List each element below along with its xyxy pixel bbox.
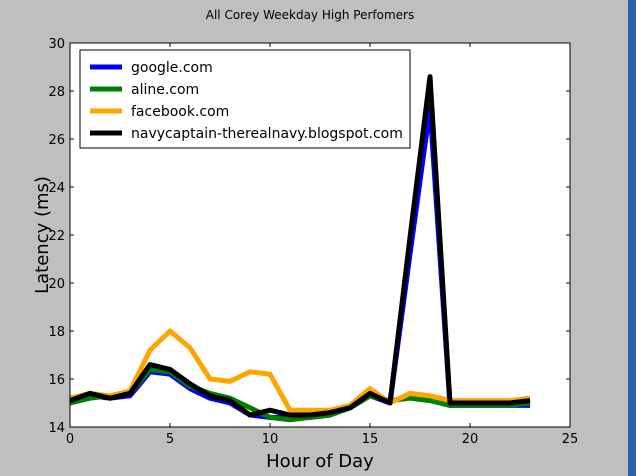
x-tick-label: 10: [262, 432, 279, 447]
window-edge-strip: [628, 0, 636, 476]
y-tick-label: 22: [48, 229, 65, 244]
y-tick-label: 24: [48, 181, 65, 196]
y-tick-label: 28: [48, 85, 65, 100]
legend-label: navycaptain-therealnavy.blogspot.com: [131, 126, 403, 142]
legend-label: facebook.com: [131, 104, 229, 120]
x-tick-label: 15: [362, 432, 379, 447]
legend-label: aline.com: [131, 82, 199, 98]
series-line-navycaptain-therealnavy-blogspot-com: [69, 74, 531, 418]
x-axis-label: Hour of Day: [266, 451, 374, 472]
y-tick-label: 30: [48, 37, 65, 52]
legend: google.com aline.com facebook.com navycapta…: [79, 49, 411, 149]
ticks-layer: 0 5 10 15 20 25 14 16 18 20 22 24 26 28 30: [48, 37, 578, 447]
series-layer: [69, 74, 531, 423]
legend-label: google.com: [131, 60, 213, 76]
x-tick-label: 5: [166, 432, 174, 447]
y-tick-label: 26: [48, 133, 65, 148]
x-tick-label: 0: [66, 432, 74, 447]
chart-title: All Corey Weekday High Perfomers: [206, 8, 415, 22]
y-tick-label: 20: [48, 277, 65, 292]
y-tick-label: 14: [48, 421, 65, 436]
y-tick-label: 18: [48, 325, 65, 340]
x-tick-label: 25: [562, 432, 579, 447]
legend-box: [79, 49, 411, 149]
y-axis-label: Latency (ms): [32, 176, 53, 294]
y-tick-label: 16: [48, 373, 65, 388]
x-tick-label: 20: [462, 432, 479, 447]
